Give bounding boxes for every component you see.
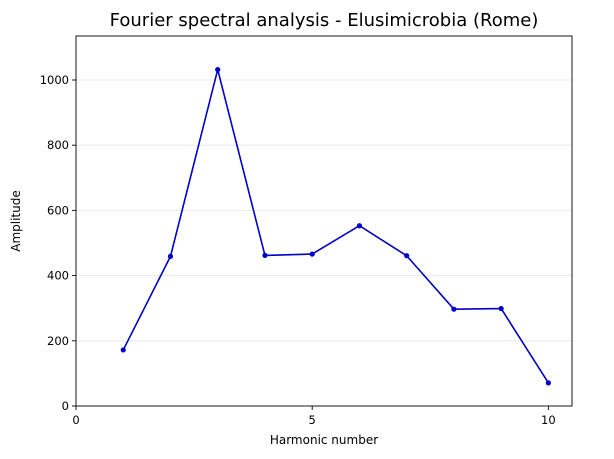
x-tick-label-1: 5 bbox=[309, 413, 316, 427]
data-point-6 bbox=[356, 223, 363, 229]
axis-ticks: 0 200 400 600 800 1000 0 5 10 bbox=[40, 73, 556, 427]
y-tick-label-2: 400 bbox=[47, 269, 69, 283]
data-point-2 bbox=[167, 253, 174, 259]
data-point-8 bbox=[451, 306, 457, 312]
chart-title: Fourier spectral analysis - Elusimicrobi… bbox=[110, 10, 539, 31]
data-point-3 bbox=[215, 66, 221, 73]
y-axis-label: Amplitude bbox=[9, 190, 23, 252]
y-tick-label-3: 600 bbox=[47, 203, 69, 217]
data-point-4 bbox=[262, 252, 268, 258]
y-tick-label-0: 0 bbox=[62, 399, 69, 413]
data-point-1 bbox=[120, 347, 126, 353]
x-tick-label-2: 10 bbox=[541, 413, 556, 427]
data-point-7 bbox=[404, 253, 410, 259]
data-point-10 bbox=[545, 380, 551, 386]
data-point-5 bbox=[309, 251, 315, 257]
series-line-0 bbox=[122, 68, 550, 384]
grid-lines bbox=[76, 79, 572, 342]
plot-frame bbox=[75, 35, 573, 407]
y-tick-label-5: 1000 bbox=[40, 73, 69, 87]
y-tick-label-4: 800 bbox=[47, 138, 69, 152]
x-tick-label-0: 0 bbox=[72, 413, 79, 427]
data-point-9 bbox=[498, 305, 504, 312]
x-axis-label: Harmonic number bbox=[270, 433, 378, 447]
y-tick-label-1: 200 bbox=[47, 334, 69, 348]
data-series bbox=[120, 66, 551, 386]
